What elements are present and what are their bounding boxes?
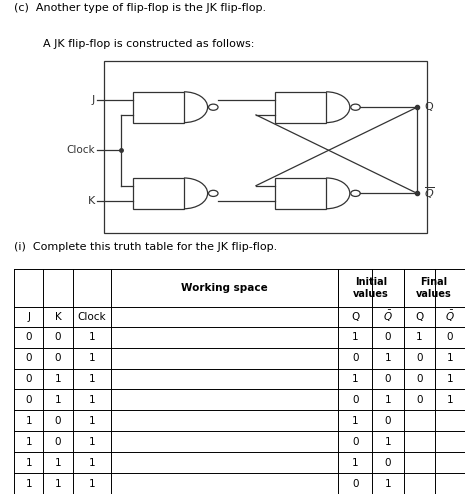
Text: 1: 1 [89, 479, 95, 489]
Text: Q: Q [351, 311, 359, 322]
Text: 1: 1 [447, 374, 453, 384]
Text: Q: Q [415, 311, 424, 322]
Text: Clock: Clock [66, 145, 95, 155]
Text: Initial
values: Initial values [353, 277, 389, 299]
Text: 0: 0 [416, 353, 423, 363]
Bar [133, 178, 184, 209]
Text: 0: 0 [26, 332, 32, 342]
Text: 1: 1 [352, 458, 359, 468]
Text: 1: 1 [89, 374, 95, 384]
Text: 1: 1 [55, 458, 62, 468]
Text: 0: 0 [26, 353, 32, 363]
Text: 1: 1 [26, 479, 32, 489]
Text: 1: 1 [89, 458, 95, 468]
Bar [275, 178, 326, 209]
Text: 0: 0 [352, 479, 358, 489]
Text: 1: 1 [385, 395, 391, 405]
Text: 1: 1 [352, 374, 359, 384]
Text: 1: 1 [89, 437, 95, 447]
Text: $\bar{Q}$: $\bar{Q}$ [383, 309, 393, 324]
Text: 0: 0 [416, 395, 423, 405]
Text: 1: 1 [89, 332, 95, 342]
Text: $\bar{Q}$: $\bar{Q}$ [445, 309, 455, 324]
Text: 1: 1 [385, 437, 391, 447]
Text: 0: 0 [385, 416, 391, 426]
Text: 0: 0 [385, 332, 391, 342]
Text: 1: 1 [385, 353, 391, 363]
Text: 0: 0 [55, 353, 61, 363]
Text: 0: 0 [447, 332, 453, 342]
Text: 0: 0 [55, 332, 61, 342]
Text: 0: 0 [385, 458, 391, 468]
Text: 1: 1 [55, 374, 62, 384]
Text: (i)  Complete this truth table for the JK flip-flop.: (i) Complete this truth table for the JK… [14, 242, 277, 252]
Text: 0: 0 [416, 374, 423, 384]
Text: 1: 1 [89, 416, 95, 426]
Text: $\overline{Q}$: $\overline{Q}$ [424, 186, 435, 201]
Text: 1: 1 [385, 479, 391, 489]
Text: A JK flip-flop is constructed as follows:: A JK flip-flop is constructed as follows… [43, 39, 254, 49]
Text: K: K [88, 196, 95, 206]
Bar [104, 61, 427, 234]
Text: 0: 0 [26, 395, 32, 405]
Text: 0: 0 [352, 353, 358, 363]
Text: 0: 0 [385, 374, 391, 384]
Text: 0: 0 [26, 374, 32, 384]
Text: 1: 1 [416, 332, 423, 342]
Text: 1: 1 [26, 458, 32, 468]
Text: 1: 1 [55, 395, 62, 405]
Text: J: J [27, 311, 30, 322]
Text: 0: 0 [352, 437, 358, 447]
Text: Q: Q [424, 102, 433, 112]
Text: Final
values: Final values [416, 277, 452, 299]
Text: 1: 1 [89, 395, 95, 405]
Text: Clock: Clock [78, 311, 106, 322]
Text: 1: 1 [55, 479, 62, 489]
Bar [133, 92, 184, 123]
Text: 1: 1 [26, 437, 32, 447]
Text: 1: 1 [447, 395, 453, 405]
Text: 0: 0 [352, 395, 358, 405]
Text: 1: 1 [89, 353, 95, 363]
Text: K: K [55, 311, 62, 322]
Text: 0: 0 [55, 437, 61, 447]
Text: 1: 1 [26, 416, 32, 426]
Text: 1: 1 [447, 353, 453, 363]
Text: 0: 0 [55, 416, 61, 426]
Text: J: J [91, 94, 95, 104]
Text: 1: 1 [352, 416, 359, 426]
Bar [275, 92, 326, 123]
Text: (c)  Another type of flip-flop is the JK flip-flop.: (c) Another type of flip-flop is the JK … [14, 3, 266, 13]
Text: 1: 1 [352, 332, 359, 342]
Text: Working space: Working space [182, 283, 268, 293]
